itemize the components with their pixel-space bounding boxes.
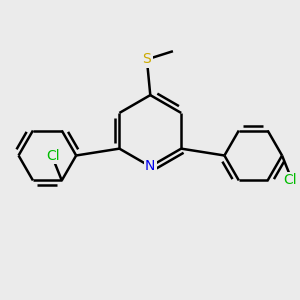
Text: S: S bbox=[142, 52, 151, 66]
Text: Cl: Cl bbox=[47, 149, 60, 163]
Text: Cl: Cl bbox=[284, 173, 297, 187]
Text: N: N bbox=[145, 160, 155, 173]
